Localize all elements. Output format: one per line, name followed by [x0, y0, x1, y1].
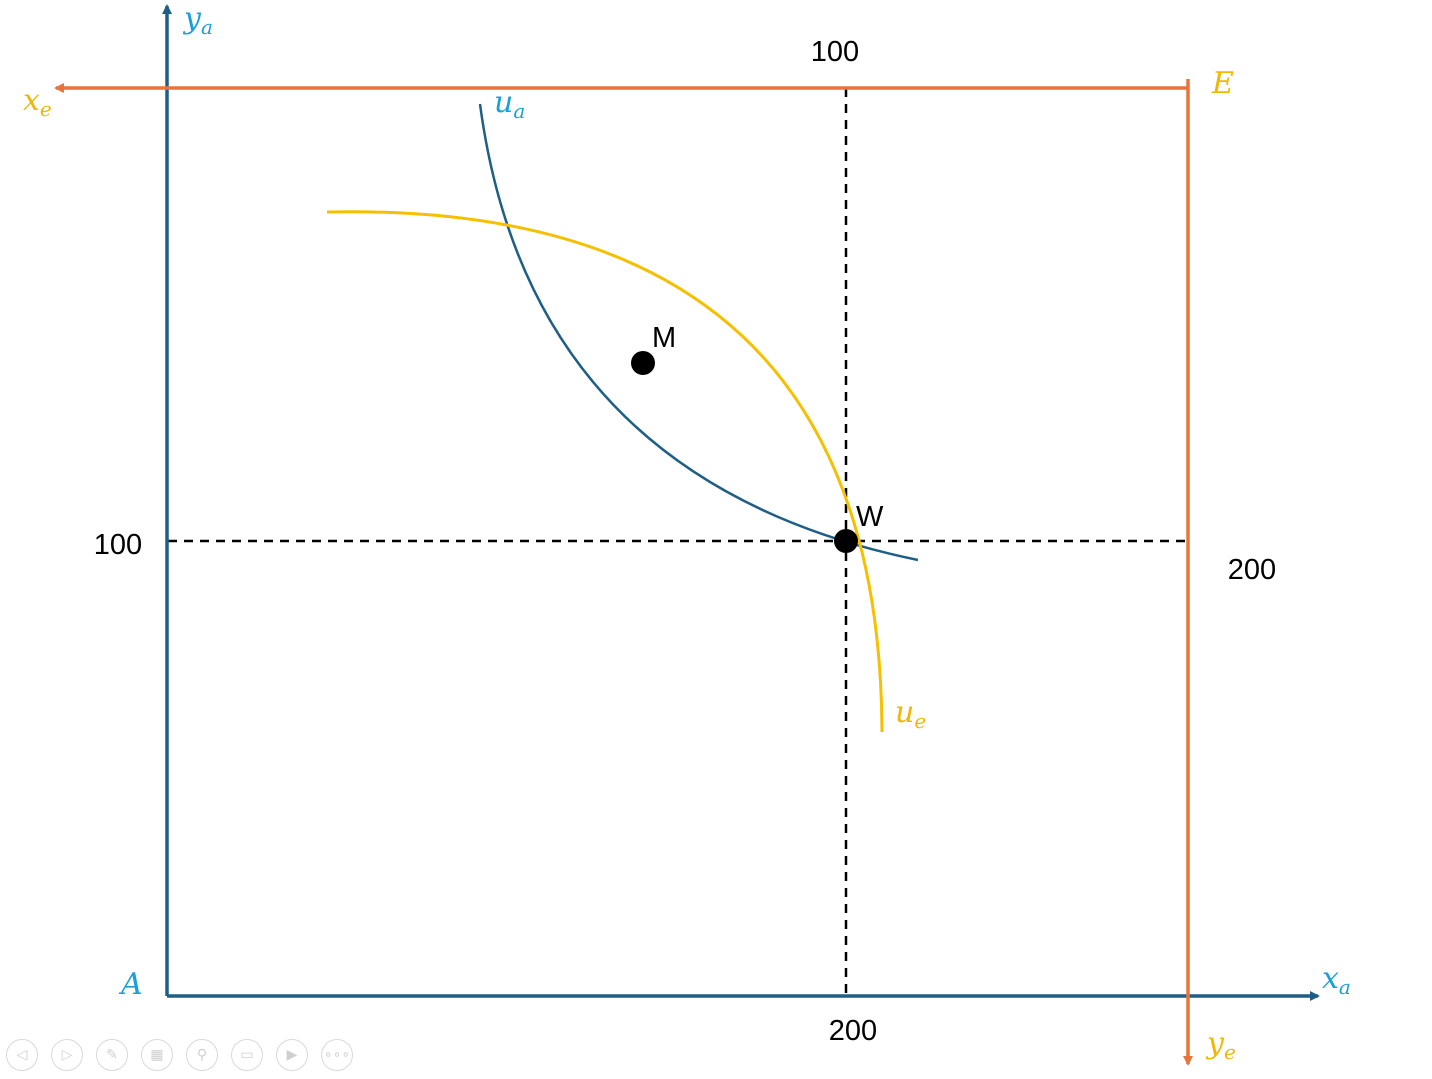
arrow-right-icon: ▷ — [61, 1047, 73, 1063]
magnifier-icon: ⚲ — [196, 1047, 208, 1063]
point-w-label: W — [856, 501, 884, 533]
tick-top-label: 100 — [811, 36, 859, 68]
slides-overview-button[interactable]: ▦ — [141, 1039, 173, 1071]
more-options-button[interactable]: ∘∘∘ — [321, 1039, 353, 1071]
curve-ue-label: ue — [895, 695, 926, 733]
subtitles-icon: ▭ — [240, 1047, 254, 1063]
subtitles-button[interactable]: ▭ — [231, 1039, 263, 1071]
arrow-left-icon: ◁ — [16, 1047, 28, 1063]
tick-right-label: 200 — [1228, 554, 1276, 586]
previous-slide-button[interactable]: ◁ — [6, 1039, 38, 1071]
camera-off-icon: ▶ — [286, 1047, 298, 1063]
point-w-dot — [834, 529, 858, 553]
origin-a-label: A — [118, 967, 143, 1002]
ellipsis-icon: ∘∘∘ — [323, 1047, 351, 1063]
point-m-label: M — [652, 322, 676, 354]
camera-button[interactable]: ▶ — [276, 1039, 308, 1071]
grid-icon: ▦ — [150, 1047, 164, 1063]
slideshow-toolbar: ◁ ▷ ✎ ▦ ⚲ ▭ ▶ ∘∘∘ — [6, 1039, 353, 1073]
curve-ua-label: ua — [494, 85, 525, 123]
curve-ua — [478, 103, 919, 562]
axis-ya-label: ya — [182, 1, 213, 39]
curve-ue — [326, 210, 884, 733]
pen-icon: ✎ — [106, 1047, 118, 1063]
origin-e-label: E — [1211, 66, 1234, 101]
pen-button[interactable]: ✎ — [96, 1039, 128, 1071]
tick-left-label: 100 — [94, 529, 142, 561]
axis-xa-label: xa — [1322, 961, 1351, 999]
tick-bottom-label: 200 — [829, 1015, 877, 1047]
point-m-dot — [631, 351, 655, 375]
axis-xe-label: xe — [23, 83, 52, 121]
axis-ye-label: ye — [1205, 1026, 1236, 1064]
zoom-button[interactable]: ⚲ — [186, 1039, 218, 1071]
next-slide-button[interactable]: ▷ — [51, 1039, 83, 1071]
